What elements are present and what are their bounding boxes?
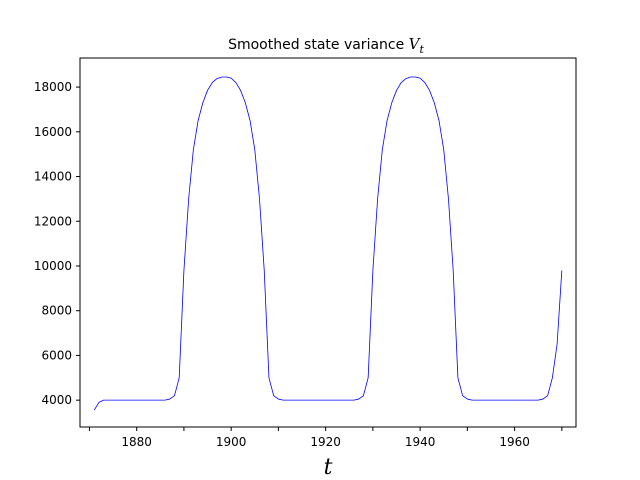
x-tick-label-1920: 1920 [310,435,341,449]
title-math-symbol: V [409,35,422,53]
chart-title: Smoothed state variance Vt [228,35,424,56]
x-tick-label-1940: 1940 [405,435,436,449]
x-axis-label: t [324,455,333,480]
axis-ticks: 1880 1900 1920 1940 1960 4000 6000 8000 10000 120… [34,80,563,449]
y-tick-label-4000: 4000 [41,393,72,407]
plot-area: 1880 1900 1920 1940 1960 4000 6000 8000 10000 120… [34,57,577,449]
series-line-0 [93,76,563,411]
y-tick-label-16000: 16000 [34,125,72,139]
x-tick-label-1880: 1880 [121,435,152,449]
title-math-subscript: t [420,43,425,56]
plot-frame [79,57,577,428]
x-tick-label-1900: 1900 [216,435,247,449]
y-tick-label-12000: 12000 [34,214,72,228]
y-tick-label-8000: 8000 [41,304,72,318]
y-tick-label-18000: 18000 [34,80,72,94]
y-tick-label-6000: 6000 [41,348,72,362]
series-group [93,76,563,411]
y-tick-label-14000: 14000 [34,170,72,184]
x-tick-label-1960: 1960 [499,435,530,449]
y-tick-label-10000: 10000 [34,259,72,273]
